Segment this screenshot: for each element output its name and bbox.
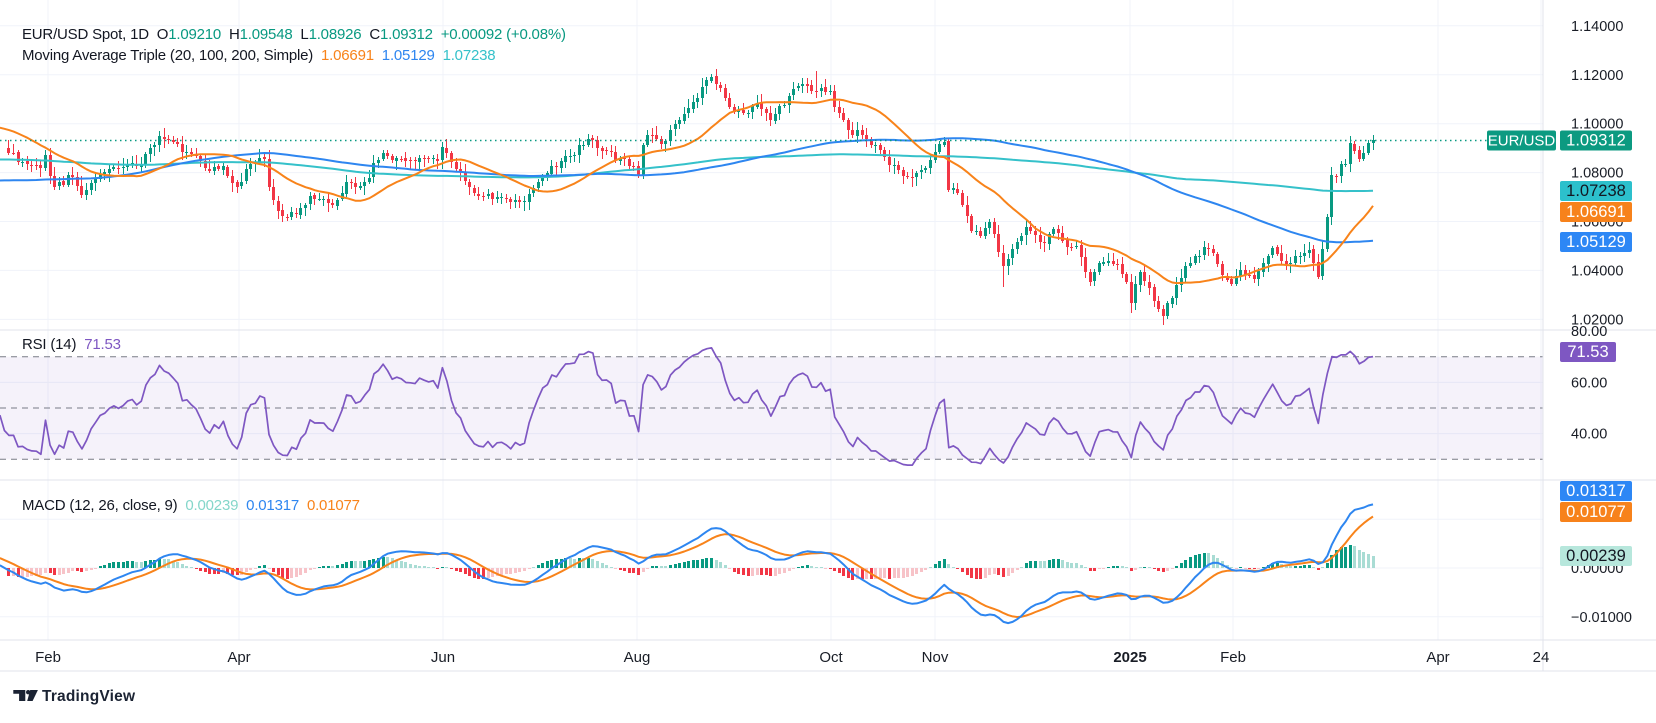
svg-text:EUR/USD: EUR/USD: [1488, 133, 1556, 150]
svg-text:Apr: Apr: [1426, 649, 1449, 666]
svg-text:Nov: Nov: [922, 649, 949, 666]
svg-text:Feb: Feb: [35, 649, 61, 666]
svg-text:EUR/USD Spot, 1D O1.09210 H1: EUR/USD Spot, 1D O1.09210 H1.09548 L1.08…: [22, 26, 566, 43]
svg-text:1.12000: 1.12000: [1571, 68, 1623, 84]
svg-text:1.07238: 1.07238: [1566, 182, 1626, 200]
svg-text:1.05129: 1.05129: [1566, 233, 1626, 251]
svg-text:0.01077: 0.01077: [1566, 503, 1626, 521]
svg-text:−0.01000: −0.01000: [1571, 610, 1632, 626]
svg-text:Feb: Feb: [1220, 649, 1246, 666]
svg-text:RSI (14) 71.53: RSI (14) 71.53: [22, 336, 121, 353]
svg-text:1.04000: 1.04000: [1571, 263, 1623, 279]
svg-text:Aug: Aug: [624, 649, 651, 666]
svg-text:1.09312: 1.09312: [1566, 132, 1626, 150]
svg-text:1.14000: 1.14000: [1571, 19, 1623, 35]
svg-text:0.00239: 0.00239: [1566, 547, 1626, 565]
svg-text:2025: 2025: [1113, 649, 1146, 666]
svg-text:40.00: 40.00: [1571, 427, 1607, 443]
svg-text:1.10000: 1.10000: [1571, 117, 1623, 133]
svg-text:24: 24: [1533, 649, 1550, 666]
svg-text:MACD (12, 26, close, 9) 0.002: MACD (12, 26, close, 9) 0.00239 0.01317 …: [22, 497, 360, 514]
svg-text:0.01317: 0.01317: [1566, 482, 1626, 500]
svg-text:Jun: Jun: [431, 649, 455, 666]
svg-text:1.02000: 1.02000: [1571, 312, 1623, 328]
svg-text:Moving Average Triple (20, 100: Moving Average Triple (20, 100, 200, Sim…: [22, 47, 495, 64]
svg-text:Apr: Apr: [227, 649, 250, 666]
svg-text:71.53: 71.53: [1567, 343, 1608, 361]
svg-text:1.08000: 1.08000: [1571, 166, 1623, 182]
svg-text:60.00: 60.00: [1571, 375, 1607, 391]
svg-text:TradingView: TradingView: [42, 688, 136, 705]
svg-text:1.06691: 1.06691: [1566, 203, 1626, 221]
svg-text:80.00: 80.00: [1571, 324, 1607, 340]
svg-text:Oct: Oct: [819, 649, 843, 666]
